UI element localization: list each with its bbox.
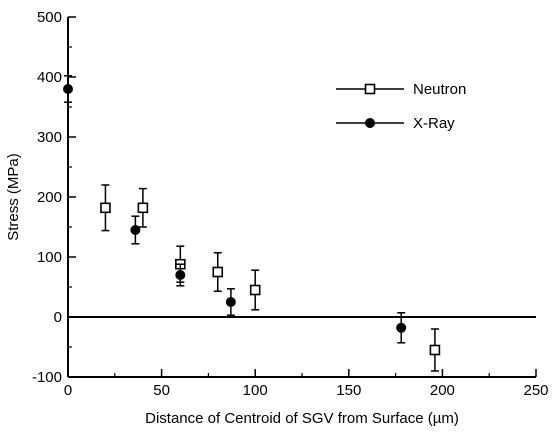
y-tick-label: -100 <box>32 369 62 386</box>
data-point <box>212 266 224 278</box>
legend-marker <box>365 118 375 128</box>
legend-label: X-Ray <box>413 115 455 132</box>
y-tick-label: 300 <box>37 129 62 146</box>
x-tick-label: 100 <box>243 382 268 399</box>
x-axis-label: Distance of Centroid of SGV from Surface… <box>145 410 459 427</box>
y-tick-label: 0 <box>54 309 62 326</box>
data-point <box>130 225 141 235</box>
y-axis-label: Stress (MPa) <box>5 153 22 241</box>
data-point <box>63 84 73 94</box>
data-point <box>396 322 407 333</box>
legend: Neutron X-Ray <box>336 81 466 132</box>
legend-item: Neutron <box>336 81 466 98</box>
data-point <box>175 270 186 280</box>
x-tick-label: 150 <box>336 382 361 399</box>
series-neutron <box>100 184 441 372</box>
data-point <box>100 202 111 214</box>
x-tick-label: 50 <box>153 382 170 399</box>
legend-marker <box>364 83 376 95</box>
data-point <box>225 297 236 307</box>
x-tick-label: 0 <box>64 382 72 399</box>
data-point <box>249 284 261 296</box>
y-tick-label: 100 <box>37 249 62 266</box>
y-tick-label: 400 <box>37 69 62 86</box>
y-tick-label: 200 <box>37 189 62 206</box>
data-marks <box>63 75 441 372</box>
y-tick-label: 500 <box>37 9 62 26</box>
axes <box>67 17 536 378</box>
series-x-ray <box>63 75 407 344</box>
x-tick-label: 200 <box>430 382 455 399</box>
legend-label: Neutron <box>413 81 466 98</box>
x-tick-label: 250 <box>523 382 548 399</box>
data-point <box>137 202 149 214</box>
legend-item: X-Ray <box>336 115 455 132</box>
tick-marks <box>67 16 537 378</box>
data-point <box>429 344 441 356</box>
